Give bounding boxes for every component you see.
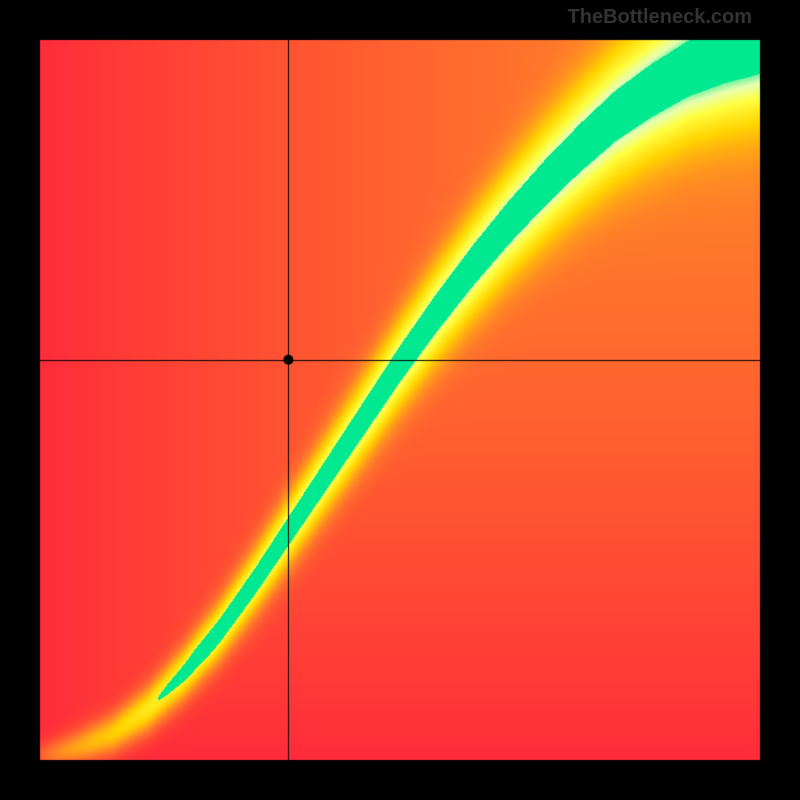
bottleneck-heatmap [0, 0, 800, 800]
watermark-text: TheBottleneck.com [568, 6, 752, 29]
chart-container: TheBottleneck.com [0, 0, 800, 800]
